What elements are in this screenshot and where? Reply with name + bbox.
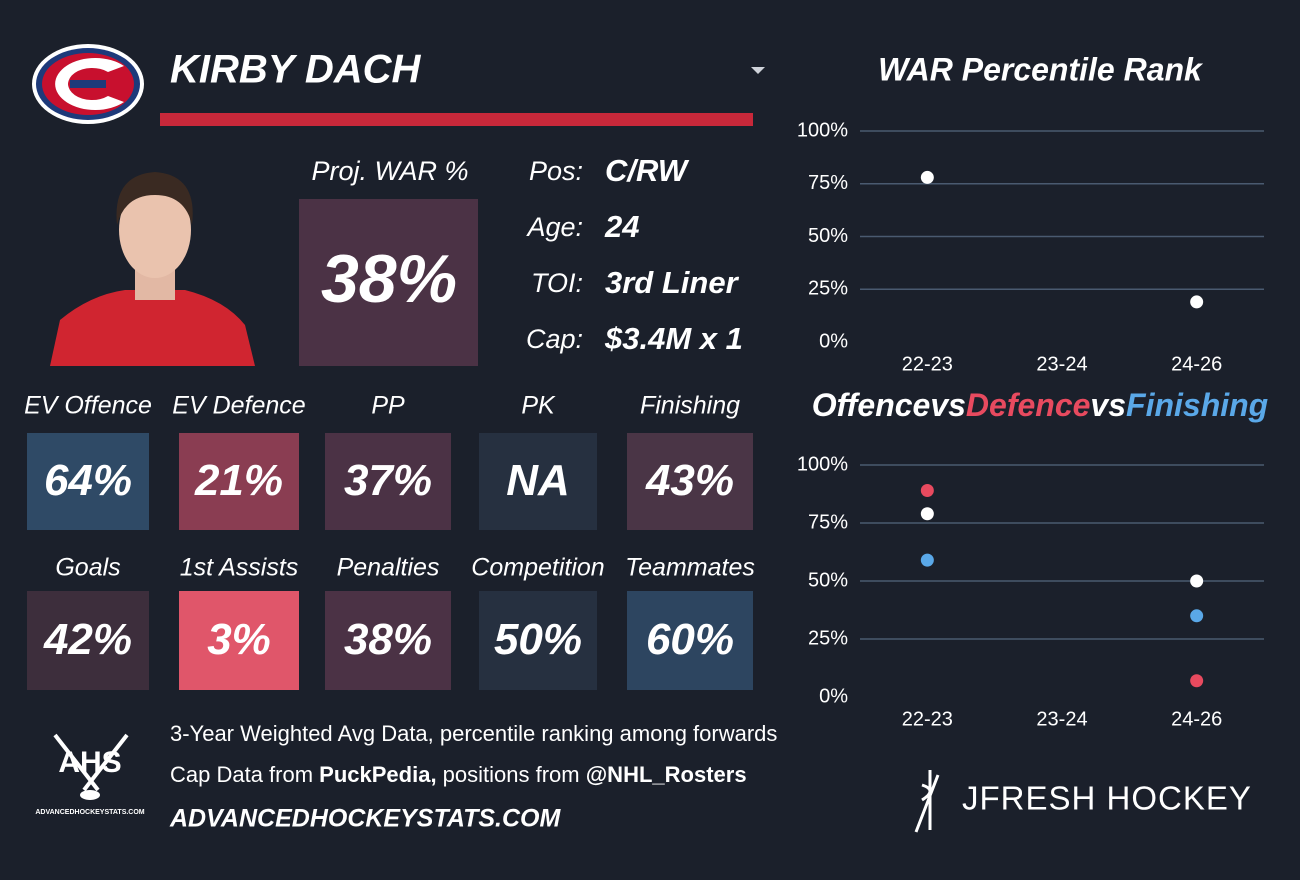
tile-label: Teammates (625, 554, 755, 582)
footer-line: 3-Year Weighted Avg Data, percentile ran… (170, 721, 777, 746)
tile-box (325, 591, 451, 690)
y-tick-label: 25% (808, 627, 848, 649)
chart: WAR Percentile Rank 0% 25% 50% 75% 100% 22-23 2… (797, 51, 1264, 375)
y-tick-label: 75% (808, 511, 848, 533)
bio-value: $3.4M x 1 (604, 321, 743, 356)
bio-label: Pos: (529, 156, 583, 186)
projection-value: 38% (321, 241, 457, 317)
tile-box (179, 591, 299, 690)
tile-box (179, 433, 299, 530)
y-tick-label: 25% (808, 278, 848, 300)
bio-label: TOI: (531, 268, 583, 298)
tile-label: Finishing (640, 392, 740, 420)
tile-box (27, 591, 149, 690)
data-point (920, 553, 934, 567)
y-tick-label: 50% (808, 225, 848, 247)
data-point (920, 484, 934, 498)
player-photo (50, 172, 255, 366)
tile-box (325, 433, 451, 530)
data-point (1190, 574, 1204, 588)
tile-value: 43% (645, 456, 734, 505)
bio-value: C/RW (605, 153, 690, 188)
title-separator: vs (1090, 387, 1126, 423)
tile-label: PP (371, 392, 405, 420)
y-tick-label: 100% (797, 119, 848, 141)
tile-label: 1st Assists (180, 554, 299, 582)
ahs-logo-text: AHS (58, 746, 121, 779)
tile-box (627, 433, 753, 530)
tiles: EV Offence 64% EV Defence 21% PP 37% PK NA Finis… (24, 392, 755, 690)
tile-label: EV Offence (24, 392, 152, 420)
title-separator: vs (930, 387, 966, 423)
chart: OffencevsDefencevsFinishing0%25%50%75%10… (797, 387, 1268, 730)
footer-notes: 3-Year Weighted Avg Data, percentile ran… (170, 721, 777, 787)
chart-title: WAR Percentile Rank (878, 51, 1204, 87)
bio-value: 3rd Liner (605, 265, 740, 300)
dropdown-arrow[interactable] (751, 67, 765, 74)
data-point (1190, 295, 1204, 309)
ahs-logo: AHS ADVANCEDHOCKEYSTATS.COM (35, 733, 145, 816)
x-tick-label: 23-24 (1036, 353, 1087, 375)
tile-value: NA (506, 456, 570, 505)
tile-label: Goals (55, 554, 120, 582)
footer-text: positions from (437, 762, 586, 787)
ahs-logo-caption: ADVANCEDHOCKEYSTATS.COM (35, 809, 144, 816)
brand-icon (914, 770, 940, 833)
tile-box (479, 433, 597, 530)
tile-value: 60% (646, 615, 734, 664)
tile-value: 42% (43, 615, 132, 664)
tile-box (27, 433, 149, 530)
y-tick-label: 75% (808, 172, 848, 194)
tile-value: 64% (44, 456, 132, 505)
y-tick-label: 0% (819, 330, 848, 352)
bio: Pos: C/RW Age: 24 TOI: 3rd Liner Cap: $3.4M x 1 (525, 153, 742, 356)
team-logo (32, 44, 144, 124)
y-tick-label: 0% (819, 685, 848, 707)
player-name: KIRBY DACH (170, 48, 422, 92)
name-underline (160, 113, 753, 126)
y-tick-label: 50% (808, 569, 848, 591)
x-tick-label: 22-23 (902, 708, 953, 730)
tile-value: 37% (344, 456, 432, 505)
legend-entry: Finishing (1126, 387, 1268, 423)
x-tick-label: 22-23 (902, 353, 953, 375)
bio-label: Cap: (526, 324, 583, 354)
footer-text: @NHL_Rosters (586, 762, 747, 787)
footer-text: Cap Data from (170, 762, 319, 787)
tile-label: EV Defence (172, 392, 305, 420)
legend-entry: Defence (966, 387, 1091, 423)
data-point (1190, 674, 1204, 688)
y-tick-label: 100% (797, 453, 848, 475)
tile-label: PK (521, 392, 556, 420)
tile-value: 50% (494, 615, 582, 664)
data-point (920, 507, 934, 521)
footer-text: PuckPedia, (319, 762, 436, 787)
legend-entry: Offence (812, 387, 931, 423)
bio-value: 24 (604, 209, 639, 244)
brand: JFRESH HOCKEY (962, 780, 1252, 817)
x-tick-label: 23-24 (1036, 708, 1087, 730)
chart-title: OffencevsDefencevsFinishing (812, 387, 1268, 423)
projection-label: Proj. WAR % (311, 156, 468, 186)
x-tick-label: 24-26 (1171, 708, 1222, 730)
footer-line: Cap Data from PuckPedia, positions from … (170, 762, 747, 787)
projection-box (299, 199, 478, 366)
x-tick-label: 24-26 (1171, 353, 1222, 375)
tile-value: 38% (344, 615, 432, 664)
tile-value: 3% (207, 615, 271, 664)
tile-value: 21% (194, 456, 283, 505)
tile-label: Penalties (337, 554, 440, 582)
footer-url: ADVANCEDHOCKEYSTATS.COM (169, 805, 561, 833)
tile-box (627, 591, 753, 690)
footer-text: 3-Year Weighted Avg Data, percentile ran… (170, 721, 777, 746)
bio-label: Age: (525, 212, 583, 242)
charts: WAR Percentile Rank 0% 25% 50% 75% 100% 22-23 2… (797, 51, 1268, 730)
data-point (1190, 609, 1204, 623)
tile-label: Competition (471, 554, 604, 582)
data-point (920, 170, 934, 184)
tile-box (479, 591, 597, 690)
